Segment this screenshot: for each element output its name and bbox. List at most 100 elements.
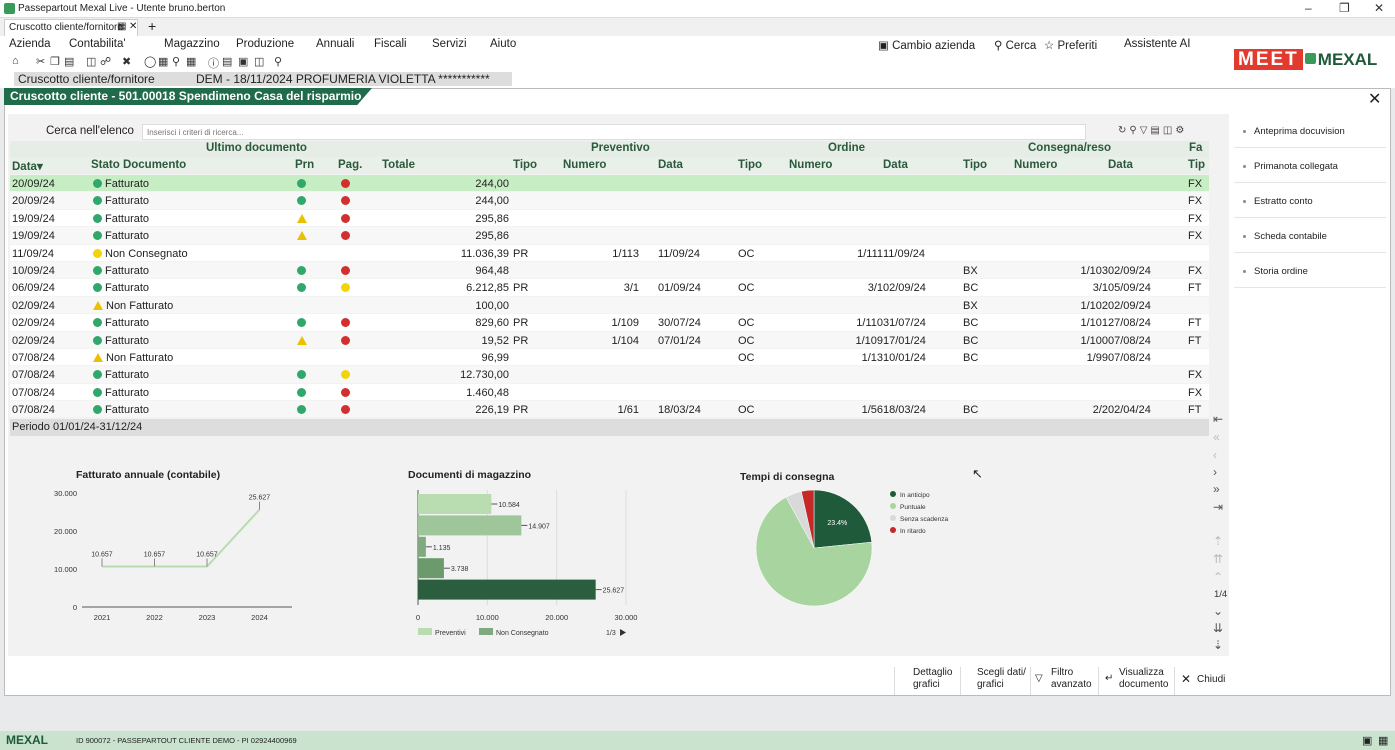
table-row[interactable]: 07/08/24 12.730,00 FX Fatturato	[10, 366, 1209, 384]
preferiti-button[interactable]: ☆ Preferiti	[1044, 38, 1097, 52]
menu-contabilita[interactable]: Contabilita'	[69, 38, 126, 50]
popout-icon[interactable]: ▦	[117, 21, 127, 32]
cart-icon[interactable]: ⚲	[274, 56, 283, 68]
next-fast-icon[interactable]: »	[1213, 482, 1220, 496]
panel-close-icon[interactable]: ✕	[1368, 91, 1382, 108]
cut-icon[interactable]: ✂	[36, 56, 46, 68]
scroll-up-fast-icon[interactable]: ⇈	[1213, 552, 1224, 566]
side-scheda-contabile[interactable]: Scheda contabile	[1234, 219, 1386, 253]
scegli-dati-button[interactable]: Scegli dati/ grafici	[960, 667, 1026, 695]
monitor-icon[interactable]: ▣	[1362, 735, 1373, 747]
scroll-bottom-icon[interactable]: ⇣	[1213, 638, 1224, 652]
filtro-avanzato-button[interactable]: ▽ Filtro avanzato	[1030, 667, 1096, 695]
tab-close-icon[interactable]: ✕	[129, 21, 138, 32]
search-doc-icon[interactable]: ⚲	[172, 56, 181, 68]
table-row[interactable]: 11/09/24 11.036,39 PR 1/113 11/09/24 OC 1/111 1…	[10, 244, 1209, 262]
filter-icon[interactable]: ▽	[1139, 125, 1151, 136]
camera-icon[interactable]: ◯	[144, 56, 157, 68]
table-row[interactable]: 07/08/24 96,99 OC 1/13 10/01/24 BC 1/99 07/08/2…	[10, 348, 1209, 367]
close-window-icon[interactable]: ✕	[1374, 1, 1385, 15]
col-ord-data[interactable]: Data	[883, 159, 908, 171]
table-row[interactable]: 20/09/24 244,00 FX Fatturato	[10, 175, 1209, 193]
table-row[interactable]: 20/09/24 244,00 FX Fatturato	[10, 192, 1209, 210]
tab-cruscotto[interactable]: Cruscotto cliente/fornitore ▦ ✕	[4, 19, 138, 36]
col-cons-data[interactable]: Data	[1108, 159, 1133, 171]
scroll-top-icon[interactable]: ⇡	[1213, 534, 1224, 548]
side-estratto-conto[interactable]: Estratto conto	[1234, 184, 1386, 218]
table-row[interactable]: 07/08/24 1.460,48 FX Fatturato	[10, 383, 1209, 402]
table-row[interactable]: 02/09/24 19,52 PR 1/104 07/01/24 OC 1/109 17/01…	[10, 331, 1209, 349]
table-row[interactable]: 10/09/24 964,48 BX 1/103 02/09/24 FX Fatturato	[10, 261, 1209, 280]
maximize-icon[interactable]: ❐	[1339, 1, 1350, 15]
calendar-icon[interactable]: ▦	[158, 56, 169, 68]
scroll-down-icon[interactable]: ⌄	[1213, 604, 1224, 618]
col-cons-tipo[interactable]: Tipo	[963, 159, 988, 171]
col-pag[interactable]: Pag.	[338, 159, 363, 171]
last-page-icon[interactable]: ⇥	[1213, 500, 1224, 514]
docs-icon[interactable]: ▤	[222, 56, 233, 68]
calculator-icon[interactable]: ▦	[186, 56, 197, 68]
col-prev-data[interactable]: Data	[658, 159, 683, 171]
table-row[interactable]: 02/09/24 100,00 BX 1/102 02/09/24 Non Fattura…	[10, 296, 1209, 315]
menu-azienda[interactable]: Azienda	[9, 38, 51, 50]
new-tab-icon[interactable]: +	[148, 18, 157, 34]
menu-annuali[interactable]: Annuali	[316, 38, 355, 50]
scroll-up-icon[interactable]: ⌃	[1213, 570, 1224, 584]
table-row[interactable]: 07/08/24 226,19 PR 1/61 18/03/24 OC 1/56 18/03/…	[10, 401, 1209, 419]
prev-fast-icon[interactable]: «	[1213, 430, 1220, 444]
help-icon[interactable]: ⓘ	[208, 58, 219, 70]
side-primanota-collegata[interactable]: Primanota collegata	[1234, 149, 1386, 183]
menu-produzione[interactable]: Produzione	[236, 38, 295, 50]
copy-icon[interactable]: ❐	[50, 56, 60, 68]
chart2-bar	[418, 579, 596, 600]
stack-icon[interactable]: ◫	[254, 56, 265, 68]
menu-magazzino[interactable]: Magazzino	[164, 38, 220, 50]
print-preview-icon[interactable]: ◫	[86, 56, 97, 68]
next-icon[interactable]: ›	[1213, 465, 1217, 479]
table-row[interactable]: 19/09/24 295,86 FX Fatturato	[10, 209, 1209, 228]
menu-fiscali[interactable]: Fiscali	[374, 38, 407, 50]
cambio-azienda-button[interactable]: ▣ Cambio azienda	[878, 38, 975, 52]
col-ord-numero[interactable]: Numero	[789, 159, 833, 171]
first-page-icon[interactable]: ⇤	[1213, 412, 1224, 426]
delete-icon[interactable]: ✖	[122, 56, 132, 68]
zoom-icon[interactable]: ⚲	[1129, 125, 1140, 136]
search-input[interactable]	[142, 124, 1086, 140]
chart2-pager: 1/3	[606, 630, 616, 637]
columns-icon[interactable]: ▤	[1150, 125, 1163, 136]
col-prev-tipo[interactable]: Tipo	[513, 159, 538, 171]
window-icon[interactable]: ▣	[238, 56, 249, 68]
col-prev-numero[interactable]: Numero	[563, 159, 607, 171]
prev-icon[interactable]: ‹	[1213, 448, 1217, 462]
attachment-icon[interactable]: ☍	[100, 56, 112, 68]
menu-aiuto[interactable]: Aiuto	[490, 38, 517, 50]
table-row[interactable]: 19/09/24 295,86 FX Fatturato	[10, 227, 1209, 245]
col-fa-tip[interactable]: Tip	[1188, 159, 1206, 171]
col-data[interactable]: Data▾	[12, 159, 43, 173]
col-totale[interactable]: Totale	[382, 159, 416, 171]
table-row[interactable]: 06/09/24 6.212,85 PR 3/1 01/09/24 OC 3/1 02/09/…	[10, 279, 1209, 297]
col-stato[interactable]: Stato Documento	[91, 159, 187, 171]
chiudi-button[interactable]: ✕ Chiudi	[1174, 667, 1230, 695]
dettaglio-grafici-button[interactable]: Dettaglio grafici	[894, 667, 956, 695]
side-storia-ordine[interactable]: Storia ordine	[1234, 254, 1386, 288]
cerca-button[interactable]: ⚲ Cerca	[994, 38, 1036, 52]
menu-servizi[interactable]: Servizi	[432, 38, 467, 50]
visualizza-documento-button[interactable]: ↵ Visualizza documento	[1098, 667, 1170, 695]
refresh-icon[interactable]: ↻	[1118, 125, 1130, 136]
cell-ot: OC	[738, 404, 755, 417]
calendar-status-icon[interactable]: ▦	[1378, 735, 1389, 747]
scroll-down-fast-icon[interactable]: ⇊	[1213, 621, 1224, 635]
home-icon[interactable]: ⌂	[12, 55, 19, 67]
col-cons-numero[interactable]: Numero	[1014, 159, 1058, 171]
paste-icon[interactable]: ▤	[64, 56, 75, 68]
side-anteprima-docuvision[interactable]: Anteprima docuvision	[1234, 114, 1386, 148]
table-row[interactable]: 02/09/24 829,60 PR 1/109 30/07/24 OC 1/110 31/0…	[10, 314, 1209, 332]
print-icon[interactable]: ◫	[1162, 125, 1176, 136]
col-prn[interactable]: Prn	[295, 159, 315, 171]
minimize-icon[interactable]: –	[1305, 1, 1312, 15]
cell-stato: Fatturato	[105, 369, 150, 382]
assistente-ai-button[interactable]: Assistente AI	[1124, 38, 1190, 50]
settings-icon[interactable]: ⚙	[1175, 125, 1188, 136]
col-ord-tipo[interactable]: Tipo	[738, 159, 763, 171]
